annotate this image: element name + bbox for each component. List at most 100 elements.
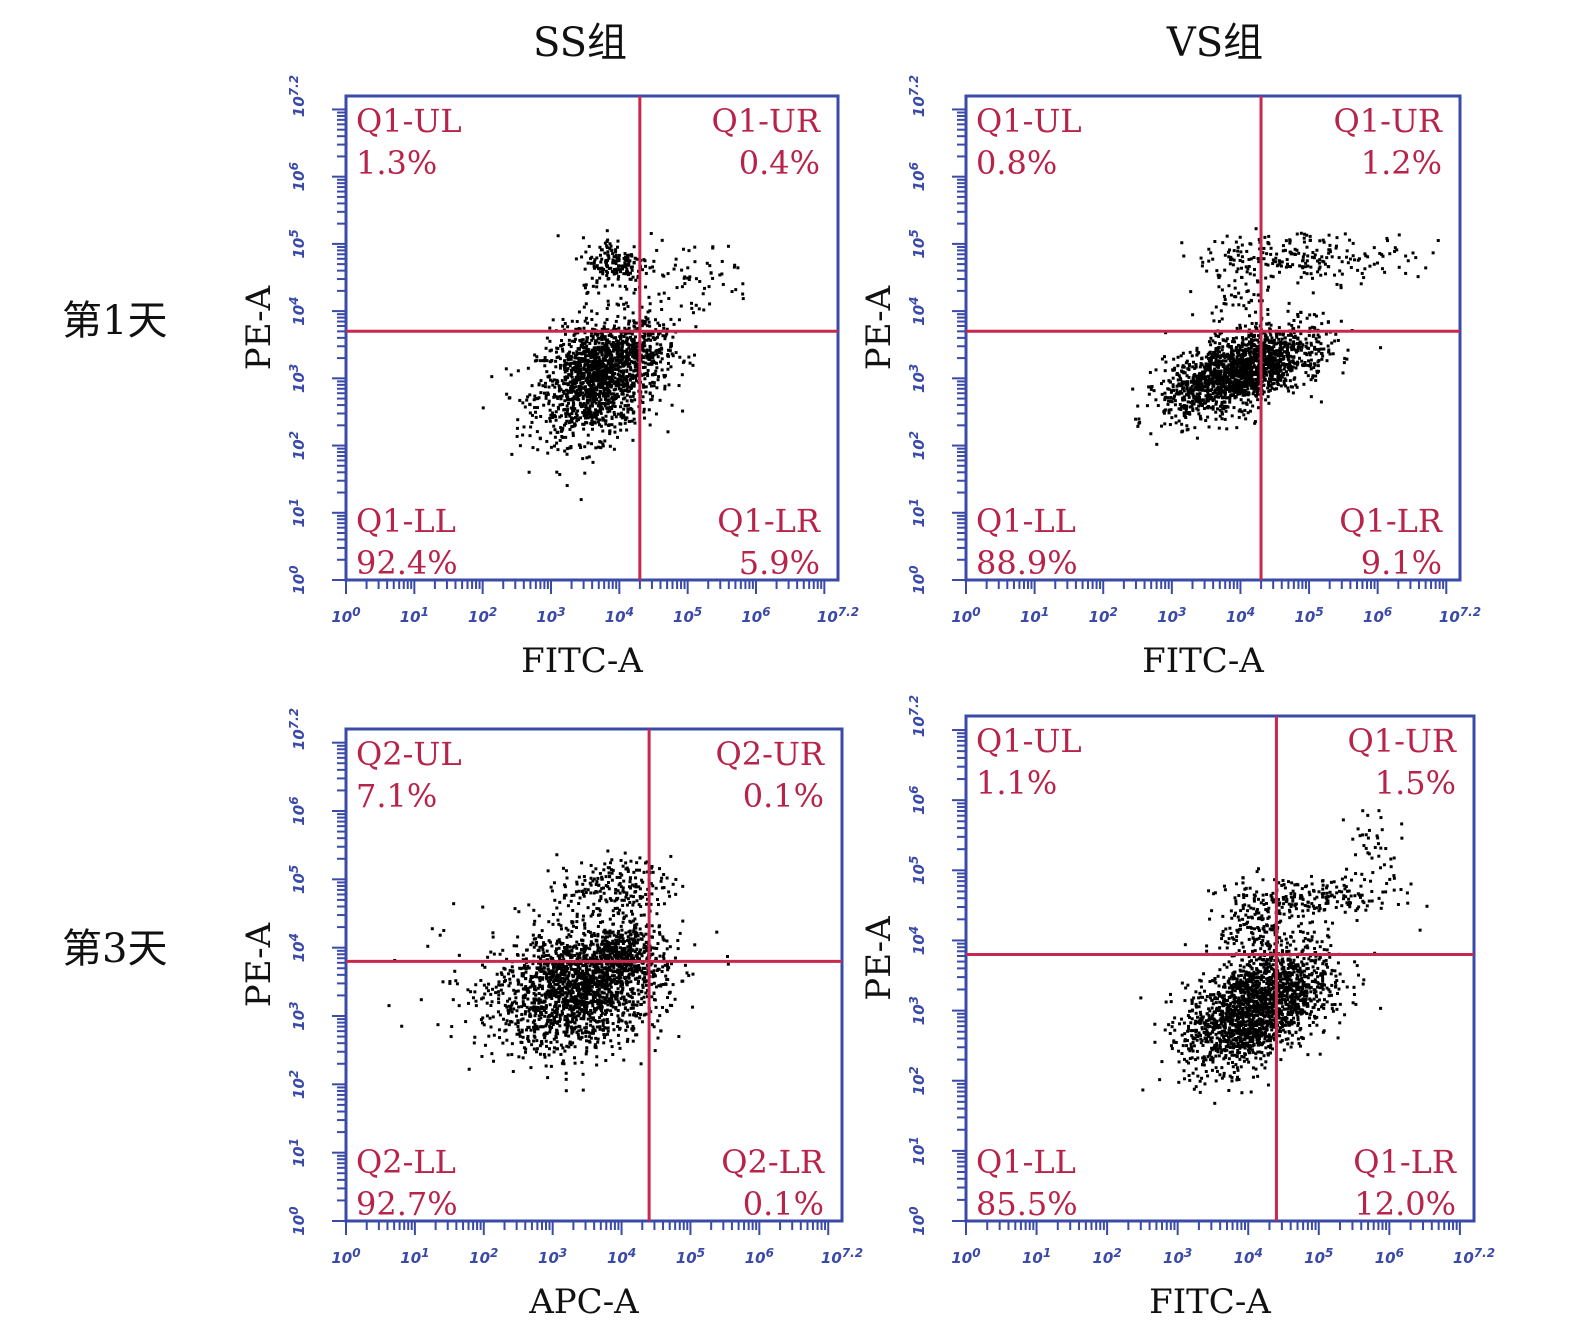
event-dot: [631, 342, 635, 346]
event-dot: [1250, 357, 1254, 361]
event-dot: [1221, 241, 1225, 245]
event-dot: [1254, 371, 1258, 375]
event-dot: [619, 369, 623, 373]
plot-frame: [964, 94, 1462, 582]
event-dot: [1209, 381, 1213, 385]
event-dot: [1301, 258, 1305, 262]
event-dot: [633, 917, 637, 921]
event-dot: [531, 446, 535, 450]
event-dot: [1279, 375, 1283, 379]
event-dot: [560, 428, 564, 432]
event-dot: [1244, 376, 1248, 380]
event-dot: [1196, 387, 1200, 391]
event-dot: [567, 933, 571, 937]
event-dot: [1284, 370, 1288, 374]
event-dot: [542, 391, 546, 395]
event-dot: [568, 380, 572, 384]
event-dot: [697, 307, 701, 311]
event-dot: [726, 962, 730, 966]
event-dot: [1180, 391, 1184, 395]
scatter-panel-2: 1001001011011021021031031041041051051061…: [859, 75, 1481, 681]
event-dot: [1242, 393, 1246, 397]
event-dot: [480, 1054, 484, 1058]
event-dot: [555, 1007, 559, 1011]
event-dot: [656, 335, 660, 339]
event-dot: [1170, 389, 1174, 393]
event-dot: [1217, 374, 1221, 378]
event-dot: [583, 445, 587, 449]
event-dot: [576, 367, 580, 371]
event-dot: [1184, 380, 1188, 384]
event-dot: [1218, 332, 1222, 336]
event-dot: [584, 349, 588, 353]
event-dot: [1209, 251, 1213, 255]
event-dot: [671, 335, 675, 339]
event-dot: [1205, 398, 1209, 402]
event-dot: [604, 259, 608, 263]
event-dot: [621, 371, 625, 375]
event-dot: [1285, 350, 1289, 354]
event-dot: [1277, 326, 1281, 330]
event-dot: [597, 348, 601, 352]
event-dot: [625, 348, 629, 352]
event-dot: [572, 1012, 576, 1016]
event-dot: [510, 1003, 514, 1007]
event-dot: [632, 353, 636, 357]
event-dot: [631, 438, 635, 442]
event-dot: [1262, 363, 1266, 367]
event-dot: [584, 403, 588, 407]
event-dot: [537, 396, 541, 400]
event-dot: [1266, 386, 1270, 390]
event-dot: [1229, 354, 1233, 358]
event-dot: [594, 401, 598, 405]
event-dot: [616, 987, 620, 991]
event-dot: [565, 948, 569, 952]
event-dot: [649, 398, 653, 402]
event-dot: [579, 446, 583, 450]
event-dot: [1321, 354, 1325, 358]
event-dot: [1245, 249, 1249, 253]
event-dot: [1316, 364, 1320, 368]
event-dot: [576, 999, 580, 1003]
event-dot: [1223, 298, 1227, 302]
event-dot: [621, 339, 625, 343]
event-dot: [642, 995, 646, 999]
event-dot: [1291, 263, 1295, 267]
event-dot: [1328, 243, 1332, 247]
tick-label: 104: [287, 296, 308, 325]
event-dot: [1293, 376, 1297, 380]
event-dot: [529, 1028, 533, 1032]
event-dot: [1213, 388, 1217, 392]
event-dot: [490, 375, 494, 379]
tick-label: 103: [536, 605, 565, 626]
event-dot: [1307, 359, 1311, 363]
event-dot: [1324, 332, 1328, 336]
event-dot: [616, 367, 620, 371]
event-dot: [687, 278, 691, 282]
event-dot: [616, 382, 620, 386]
event-dot: [558, 438, 562, 442]
event-dot: [1230, 257, 1234, 261]
event-dot: [586, 408, 590, 412]
event-dot: [580, 255, 584, 259]
event-dot: [1234, 394, 1238, 398]
event-dot: [589, 261, 593, 265]
event-dot: [552, 424, 556, 428]
event-dot: [1167, 411, 1171, 415]
event-dot: [621, 355, 625, 359]
event-dot: [599, 405, 603, 409]
event-dot: [1162, 379, 1166, 383]
event-dot: [582, 373, 586, 377]
event-dot: [603, 392, 607, 396]
event-dot: [1248, 383, 1252, 387]
event-dot: [656, 378, 660, 382]
event-dot: [1249, 379, 1253, 383]
event-dot: [687, 355, 691, 359]
event-dot: [1282, 350, 1286, 354]
event-dot: [666, 354, 670, 358]
event-dot: [603, 335, 607, 339]
event-dot: [1296, 337, 1300, 341]
event-dot: [544, 1010, 548, 1014]
event-dot: [604, 358, 608, 362]
event-dot: [603, 364, 607, 368]
